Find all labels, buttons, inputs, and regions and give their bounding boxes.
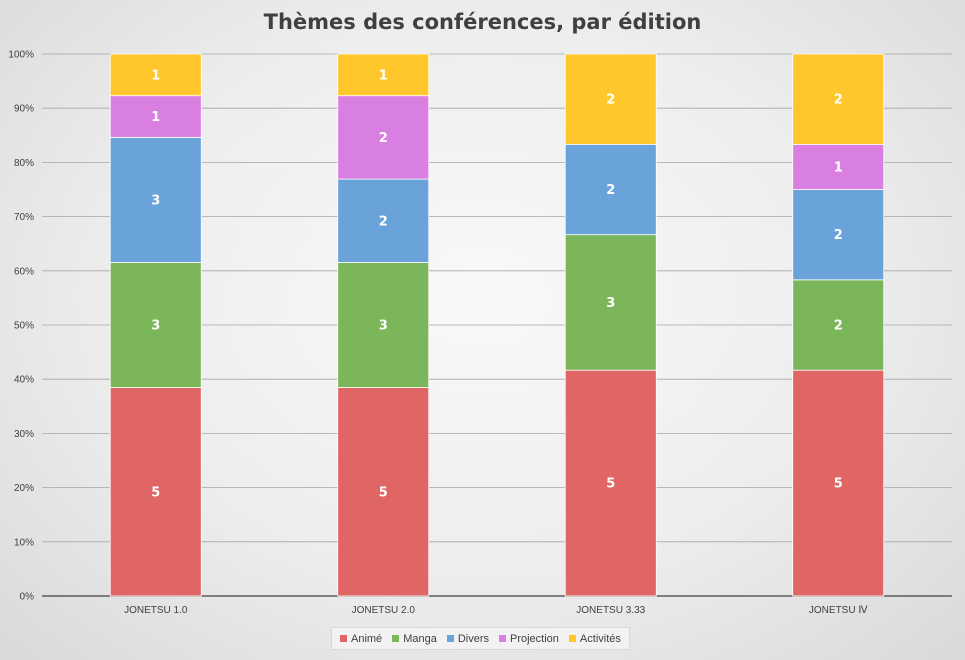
y-tick-label: 10% [14, 537, 34, 548]
bars [109, 53, 885, 597]
bar-segment [109, 136, 202, 263]
bar-segment [564, 234, 657, 371]
bar-segment [109, 95, 202, 138]
y-tick-label: 20% [14, 483, 34, 494]
y-tick-label: 60% [14, 266, 34, 277]
chart-title: Thèmes des conférences, par édition [263, 10, 702, 34]
data-label: 5 [606, 477, 615, 492]
data-label: 2 [379, 131, 388, 146]
legend-label: Activités [579, 632, 621, 645]
legend-item: Manga [392, 633, 437, 645]
data-label: 2 [606, 183, 615, 198]
data-label: 1 [151, 110, 160, 125]
bar-segment [337, 178, 430, 263]
labels: 0% 10% 20% 30% 40% 50% 60% 70% 80% 90% 100% 5 3 3 1 1 JO… [8, 50, 868, 617]
bar-segment [337, 387, 430, 597]
bar-segment [792, 369, 885, 597]
data-label: 1 [379, 68, 388, 83]
y-tick-label: 70% [14, 212, 34, 223]
x-category-label: JONETSU Ⅳ [809, 605, 868, 616]
legend-item: Activités [568, 632, 621, 645]
legend-swatch [340, 635, 347, 642]
bar-segment [337, 95, 430, 180]
bar-segment [564, 53, 657, 145]
y-tick-label: 100% [8, 50, 34, 61]
data-label: 2 [834, 319, 843, 334]
y-tick-label: 30% [14, 429, 34, 440]
legend-label: Manga [403, 632, 437, 645]
legend-swatch [499, 635, 506, 642]
data-label: 5 [834, 477, 843, 492]
bar-segment [337, 262, 430, 388]
bar-segment [109, 262, 202, 388]
y-tick-label: 50% [14, 321, 34, 332]
data-label: 2 [606, 93, 615, 108]
bar-segment [564, 143, 657, 236]
legend: Animé Manga Divers Projection Activités [331, 627, 630, 650]
legend-item: Projection [499, 633, 559, 645]
data-label: 3 [379, 319, 388, 334]
data-label: 3 [151, 319, 160, 334]
data-label: 2 [834, 93, 843, 108]
bar-segment [792, 143, 885, 190]
legend-label: Animé [351, 632, 383, 645]
legend-swatch [568, 635, 576, 642]
y-tick-label: 80% [14, 158, 34, 169]
data-label: 5 [151, 485, 160, 500]
data-label: 2 [379, 214, 388, 229]
legend-swatch [446, 635, 454, 642]
data-label: 5 [379, 485, 388, 500]
x-category-label: JONETSU 1.0 [124, 605, 188, 616]
data-label: 3 [606, 296, 615, 311]
data-label: 1 [834, 160, 843, 175]
bar-segment [792, 53, 885, 145]
bar-segment [109, 387, 202, 597]
legend-label: Projection [510, 632, 559, 645]
bar-segment [792, 279, 885, 371]
bar-segment [792, 189, 885, 281]
bar-segment [337, 53, 430, 97]
y-tick-label: 90% [14, 104, 34, 115]
bar-segment [109, 53, 202, 97]
legend-item: Divers [446, 632, 489, 645]
legend-label: Divers [457, 632, 489, 645]
legend-item: Animé [340, 633, 382, 645]
legend-swatch [392, 635, 400, 642]
x-category-label: JONETSU 2.0 [352, 605, 416, 616]
data-label: 3 [151, 193, 160, 208]
y-tick-label: 0% [20, 592, 35, 603]
bar-segment [564, 369, 657, 597]
x-category-label: JONETSU 3.33 [576, 605, 645, 616]
y-tick-label: 40% [14, 375, 34, 386]
data-label: 2 [834, 228, 843, 243]
data-label: 1 [151, 68, 160, 83]
